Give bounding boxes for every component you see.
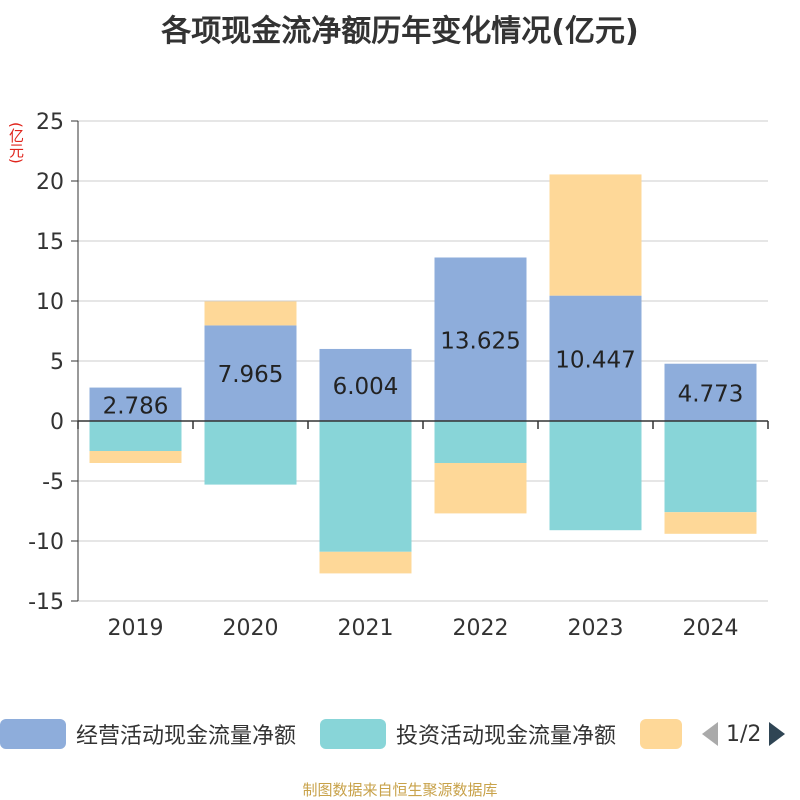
bar-2020-series-1 (204, 421, 297, 485)
legend-swatch-financing (640, 719, 682, 749)
y-tick-label: 25 (36, 110, 64, 135)
y-tick-label: 10 (36, 290, 64, 315)
bar-2022-series-1 (434, 421, 527, 463)
y-tick-label: -5 (42, 470, 64, 495)
y-tick-label: -10 (28, 530, 64, 555)
legend-item-investing[interactable]: 投资活动现金流量净额 (320, 718, 616, 750)
data-label: 7.965 (218, 362, 284, 388)
bar-2022-series-2 (434, 463, 527, 514)
bar-2021-series-1 (319, 421, 412, 552)
y-tick-label: -15 (28, 590, 64, 615)
legend-label-operating: 经营活动现金流量净额 (76, 724, 297, 749)
bar-2022-series-0 (434, 257, 527, 421)
bar-2024-series-0 (664, 363, 757, 421)
y-axis-unit-label: (亿元) (7, 122, 25, 164)
legend-item-financing[interactable] (640, 718, 682, 750)
data-label: 4.773 (678, 381, 744, 407)
legend-page-indicator: 1/2 (726, 721, 762, 747)
data-label: 2.786 (103, 393, 169, 419)
bar-2023-series-1 (549, 421, 642, 531)
legend-label-investing: 投资活动现金流量净额 (396, 724, 617, 749)
x-tick-label: 2024 (683, 616, 739, 641)
bar-2021-series-2 (319, 551, 412, 574)
bar-2019-series-0 (89, 387, 182, 421)
bar-2021-series-0 (319, 348, 412, 421)
bar-2024-series-2 (664, 512, 757, 534)
x-tick-label: 2021 (338, 616, 394, 641)
bar-2023-series-2 (549, 174, 642, 296)
bar-2019-series-1 (89, 421, 182, 451)
legend-swatch-investing (320, 719, 386, 749)
source-note: 制图数据来自恒生聚源数据库 (302, 781, 498, 799)
y-tick-label: 20 (36, 170, 64, 195)
legend-pager: 1/2 (700, 718, 787, 750)
y-tick-label: 5 (50, 350, 64, 375)
bar-2019-series-2 (89, 451, 182, 463)
x-tick-label: 2022 (453, 616, 509, 641)
chart-plot: -15 -10 -5 0 5 10 15 20 25 2.786 2019 7.965 2020 6.00… (28, 110, 769, 641)
bar-2024-series-1 (664, 421, 757, 513)
x-tick-label: 2020 (223, 616, 279, 641)
data-label: 13.625 (440, 328, 520, 354)
legend-prev-icon[interactable] (700, 720, 720, 748)
bar-2020-series-0 (204, 325, 297, 421)
chart-title: 各项现金流净额历年变化情况(亿元) (161, 14, 639, 49)
legend-next-icon[interactable] (767, 720, 787, 748)
x-tick-label: 2023 (568, 616, 624, 641)
legend-swatch-operating (0, 719, 66, 749)
y-tick-label: 15 (36, 230, 64, 255)
bar-2020-series-2 (204, 301, 297, 326)
legend-item-operating[interactable]: 经营活动现金流量净额 (0, 718, 296, 750)
y-tick-label: 0 (50, 410, 64, 435)
x-tick-label: 2019 (108, 616, 164, 641)
data-label: 10.447 (555, 347, 635, 373)
data-label: 6.004 (333, 374, 399, 400)
bar-2023-series-0 (549, 295, 642, 421)
